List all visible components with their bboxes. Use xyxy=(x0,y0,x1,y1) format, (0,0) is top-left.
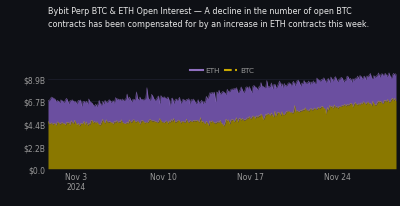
Legend: ETH, BTC: ETH, BTC xyxy=(187,65,257,77)
Text: Bybit Perp BTC & ETH Open Interest — A decline in the number of open BTC
contrac: Bybit Perp BTC & ETH Open Interest — A d… xyxy=(48,7,369,29)
